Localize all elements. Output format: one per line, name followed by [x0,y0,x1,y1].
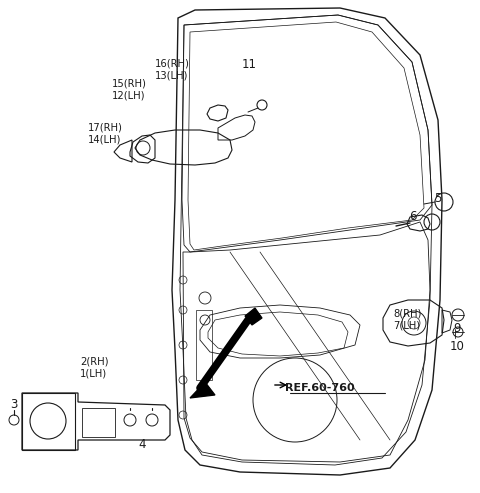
Text: 6: 6 [409,210,417,223]
Text: 4: 4 [138,438,145,451]
Text: 12(LH): 12(LH) [112,90,145,100]
Text: 15(RH): 15(RH) [112,78,147,88]
Text: 5: 5 [434,192,442,205]
Text: 7(LH): 7(LH) [393,320,420,330]
Text: 10: 10 [450,340,465,353]
Text: 13(LH): 13(LH) [155,70,188,80]
Text: 14(LH): 14(LH) [88,134,121,144]
Polygon shape [245,308,262,325]
Text: 8(RH): 8(RH) [393,308,421,318]
Text: 16(RH): 16(RH) [155,58,190,68]
Text: 1(LH): 1(LH) [80,368,107,378]
Text: 9: 9 [453,322,460,335]
Text: REF.60-760: REF.60-760 [285,383,355,393]
Text: 17(RH): 17(RH) [88,122,123,132]
Text: 11: 11 [242,58,257,71]
Text: 2(RH): 2(RH) [80,356,108,366]
Text: 3: 3 [10,398,17,411]
Polygon shape [190,382,215,398]
